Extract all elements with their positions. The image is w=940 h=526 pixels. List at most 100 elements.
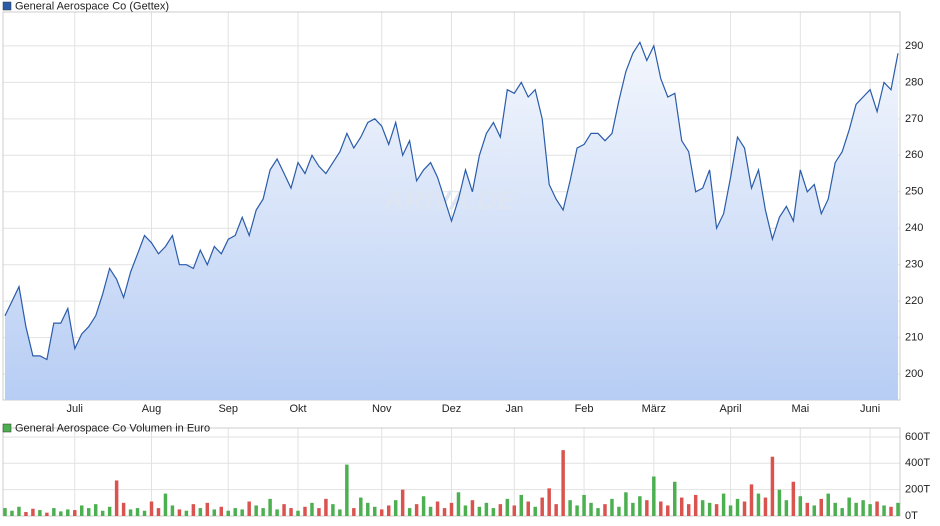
volume-bar — [254, 505, 258, 516]
volume-bar — [777, 489, 782, 516]
legend-label: General Aerospace Co Volumen in Euro — [15, 422, 210, 434]
volume-bar — [428, 506, 433, 516]
volume-bar — [177, 509, 182, 516]
y-tick-label: 260 — [905, 149, 923, 161]
volume-bar — [345, 464, 349, 516]
volume-bar — [470, 500, 475, 516]
volume-bar — [366, 502, 370, 516]
volume-bar — [38, 510, 42, 516]
volume-bar — [638, 496, 642, 516]
volume-bar — [142, 510, 147, 516]
x-tick-label: Aug — [142, 403, 162, 415]
volume-bar — [66, 509, 70, 516]
volume-bar — [693, 494, 698, 516]
volume-bar — [582, 494, 586, 516]
volume-bar — [833, 502, 837, 516]
volume-bar — [45, 512, 49, 516]
volume-bar — [400, 489, 405, 516]
x-tick-label: Mai — [791, 403, 809, 415]
volume-bar — [791, 481, 796, 516]
volume-bar — [310, 502, 314, 516]
volume-bar — [847, 497, 851, 516]
volume-bar — [10, 510, 14, 516]
x-tick-label: Okt — [289, 403, 306, 415]
volume-bar — [303, 506, 307, 516]
volume-bar — [352, 508, 356, 516]
x-tick-label: März — [642, 403, 666, 415]
volume-bar — [317, 508, 321, 516]
volume-bar — [386, 505, 391, 516]
volume-bar — [31, 508, 35, 516]
legend-swatch — [2, 1, 12, 11]
volume-bar — [86, 508, 91, 516]
volume-bar — [491, 508, 496, 516]
volume-bar — [861, 500, 865, 516]
volume-bar — [512, 505, 517, 516]
volume-bar — [596, 508, 600, 516]
volume-bar — [889, 506, 893, 516]
volume-bar — [80, 505, 84, 516]
volume-bar — [784, 500, 789, 516]
watermark: ARIVA.DE — [383, 184, 517, 215]
legend-label: General Aerospace Co (Gettex) — [15, 0, 169, 12]
volume-bar — [868, 504, 872, 516]
volume-bar — [275, 509, 279, 516]
volume-bar — [463, 505, 468, 516]
volume-bar — [414, 504, 419, 516]
volume-bar — [373, 506, 377, 516]
volume-bar — [484, 502, 489, 516]
volume-bar — [114, 480, 119, 516]
volume-bar — [679, 497, 684, 516]
volume-bar — [568, 500, 572, 516]
volume-bar — [798, 496, 803, 516]
volume-bar — [749, 484, 754, 516]
y-tick-label: 200 — [905, 368, 923, 380]
volume-bar — [435, 501, 440, 516]
x-tick-label: Jan — [505, 403, 523, 415]
y-tick-label: 280 — [905, 76, 923, 88]
volume-bar — [498, 504, 503, 516]
volume-bar — [205, 502, 210, 516]
volume-bar — [707, 502, 712, 516]
volume-bar — [826, 493, 830, 516]
volume-bar — [819, 498, 823, 516]
volume-bar — [624, 492, 628, 516]
volume-bar — [575, 505, 579, 516]
volume-bar — [840, 508, 844, 516]
volume-bar — [442, 508, 447, 516]
volume-bar — [540, 497, 544, 516]
volume-bar — [652, 476, 656, 516]
y-tick-label: 250 — [905, 186, 923, 198]
volume-bar — [673, 481, 677, 516]
volume-bar — [163, 493, 168, 516]
volume-bar — [247, 501, 251, 516]
volume-bar — [379, 509, 384, 516]
volume-bar — [100, 510, 105, 516]
volume-bar — [554, 504, 558, 516]
x-tick-label: Sep — [218, 403, 238, 415]
volume-bar — [875, 501, 879, 516]
volume-bar — [3, 508, 7, 516]
volume-bar — [331, 504, 335, 516]
volume-bar — [393, 500, 398, 516]
volume-bar — [121, 502, 126, 516]
volume-bar — [477, 506, 482, 516]
volume-bar — [73, 510, 77, 516]
volume-bar — [735, 498, 740, 516]
volume-bar — [756, 493, 761, 516]
volume-bar — [59, 511, 63, 516]
volume-bar — [617, 506, 621, 516]
volume-bar — [198, 508, 203, 516]
x-tick-label: Nov — [372, 403, 392, 415]
volume-bar — [338, 509, 342, 516]
x-tick-label: Juni — [860, 403, 880, 415]
volume-bar — [282, 504, 286, 516]
volume-bar — [763, 497, 768, 516]
volume-bar — [561, 450, 565, 516]
volume-bar — [533, 506, 537, 516]
volume-bar — [268, 498, 272, 516]
y-tick-label: 0T — [905, 510, 918, 522]
y-tick-label: 290 — [905, 40, 923, 52]
volume-bar — [456, 492, 461, 516]
